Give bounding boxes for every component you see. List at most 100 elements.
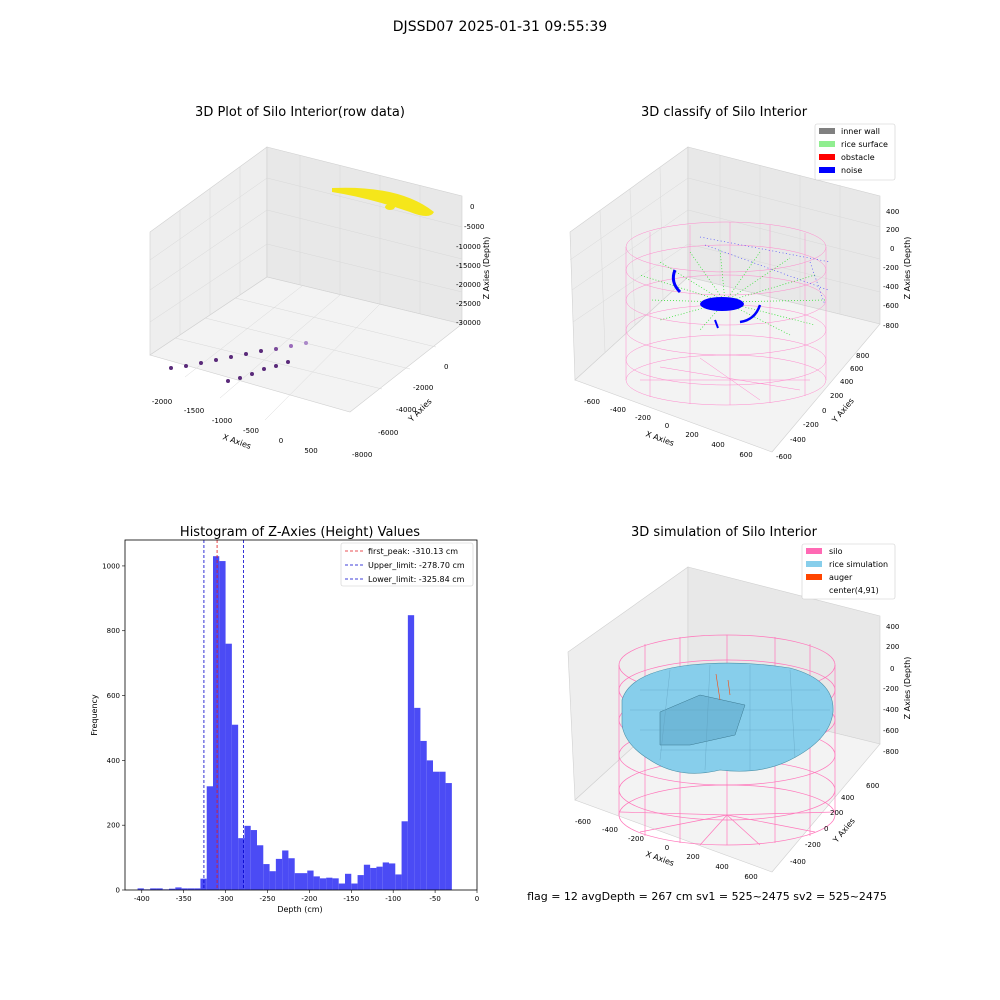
panel-raw-title: 3D Plot of Silo Interior(row data): [195, 105, 405, 120]
raw-z-tick: -15000: [456, 262, 481, 270]
histogram-bar: [219, 561, 226, 890]
legend-swatch-rice-surface: [819, 141, 835, 147]
legend-label-first-peak: first_peak: -310.13 cm: [368, 547, 458, 556]
histogram-bar: [445, 783, 452, 890]
legend-swatch-noise: [819, 167, 835, 173]
classify-y-tick: 600: [850, 365, 863, 373]
sim-y-tick: -200: [805, 841, 821, 849]
histogram-bar: [156, 888, 163, 890]
histogram-bar: [275, 858, 283, 890]
hist-x-label: Depth (cm): [277, 905, 322, 914]
raw-top-blob: [385, 204, 395, 210]
histogram-bar: [338, 883, 345, 890]
raw-point: [229, 355, 233, 359]
panel-histogram: Histogram of Z-Axies (Height) Values -40…: [90, 525, 479, 914]
histogram-bar: [288, 858, 295, 890]
sim-z-tick: 0: [890, 665, 894, 673]
sim-y-ticks: -400 -200 0 200 400 600: [790, 782, 879, 866]
sim-legend: silo rice simulation auger center(4,91): [801, 543, 896, 600]
sim-x-tick: 400: [715, 863, 728, 871]
hist-plot-area: -400 -350 -300 -250 -200 -150 -100 -50 0 0 200 400 6…: [102, 539, 479, 903]
sim-rice-mesh: [630, 664, 830, 771]
histogram-bar: [357, 875, 364, 890]
classify-y-tick: 0: [822, 407, 826, 415]
sim-x-ticks: -600 -400 -200 0 200 400 600: [575, 818, 758, 881]
sim-z-label: Z Axies (Depth): [903, 657, 912, 720]
raw-y-tick: -2000: [413, 384, 433, 392]
histogram-bar: [231, 724, 239, 890]
classify-x-tick: 600: [739, 451, 752, 459]
legend-swatch-rice-simulation: [806, 561, 822, 567]
raw-x-tick: 0: [279, 437, 283, 445]
histogram-bar: [414, 707, 421, 890]
raw-z-tick: -10000: [456, 243, 481, 251]
sim-z-ticks: 400 200 0 -200 -400 -600 -800: [883, 623, 899, 756]
histogram-bar: [187, 888, 195, 890]
raw-point: [289, 344, 293, 348]
classify-z-tick: 400: [886, 208, 899, 216]
hist-title: Histogram of Z-Axies (Height) Values: [180, 525, 420, 540]
histogram-bar: [238, 838, 245, 890]
raw-z-tick: -20000: [456, 281, 481, 289]
histogram-bar: [137, 888, 144, 890]
histogram-bar: [225, 643, 232, 890]
raw-point: [262, 367, 266, 371]
classify-noise-rays: [699, 236, 831, 306]
raw-x-ticks: -2000 -1500 -1000 -500 0 500: [152, 398, 318, 455]
sim-y-tick: 200: [830, 809, 843, 817]
noise-arc: [739, 304, 762, 324]
classify-x-tick: 200: [685, 431, 698, 439]
legend-label-rice-surface: rice surface: [841, 140, 888, 149]
histogram-bar: [345, 873, 352, 890]
histogram-bar: [301, 873, 308, 890]
classify-y-ticks: -600 -400 -200 0 200 400 600 800: [776, 352, 869, 461]
raw-point: [274, 347, 278, 351]
sim-legend-frame: [801, 543, 896, 600]
noise-arc: [671, 269, 682, 294]
legend-swatch-inner-wall: [819, 128, 835, 134]
raw-y-tick: -8000: [352, 451, 372, 459]
sim-title: 3D simulation of Silo Interior: [631, 525, 818, 540]
sim-z-tick: -600: [883, 727, 899, 735]
legend-label-silo: silo: [829, 547, 843, 556]
panel-classify-3d: 3D classify of Silo Interior: [569, 105, 912, 461]
sim-y-tick: -400: [790, 858, 806, 866]
sim-z-tick: -200: [883, 685, 899, 693]
raw-point: [274, 364, 278, 368]
legend-label-obstacle: obstacle: [841, 153, 875, 162]
histogram-bar: [426, 760, 433, 890]
raw-points: [169, 341, 308, 383]
raw-top-surface: [332, 187, 434, 216]
classify-z-ticks: 400 200 0 -200 -400 -600 -800: [883, 208, 899, 330]
histogram-bar: [370, 867, 377, 890]
sim-y-tick: 400: [841, 794, 854, 802]
raw-x-tick: -1500: [184, 407, 204, 415]
histogram-bar: [263, 864, 270, 890]
classify-x-tick: -600: [584, 398, 600, 406]
raw-x-tick: 500: [304, 447, 317, 455]
raw-x-tick: -1000: [212, 417, 232, 425]
sim-x-tick: 200: [686, 853, 699, 861]
histogram-bar: [332, 878, 339, 890]
raw-y-tick: -4000: [396, 406, 416, 414]
hist-y-tick-label: 400: [107, 757, 120, 765]
sim-x-tick: -200: [628, 835, 644, 843]
sim-z-tick: -800: [883, 748, 899, 756]
hist-x-tick-label: -50: [429, 895, 440, 903]
histogram-bar: [351, 883, 358, 890]
classify-x-tick: 0: [665, 422, 669, 430]
sim-x-label: X Axies: [644, 849, 675, 868]
sim-x-tick: 600: [744, 873, 757, 881]
classify-x-ticks: -600 -400 -200 0 200 400 600: [584, 398, 753, 459]
hist-y-tick-label: 200: [107, 822, 120, 830]
raw-x-tick: -2000: [152, 398, 172, 406]
classify-y-tick: 400: [840, 378, 853, 386]
noise-arc: [714, 319, 719, 329]
panel-classify-title: 3D classify of Silo Interior: [641, 105, 808, 120]
legend-label-center: center(4,91): [829, 586, 879, 595]
hist-legend-frame: [340, 542, 474, 587]
histogram-bar: [363, 864, 371, 890]
hist-legend: first_peak: -310.13 cm Upper_limit: -278…: [340, 542, 474, 587]
raw-point: [286, 360, 290, 364]
